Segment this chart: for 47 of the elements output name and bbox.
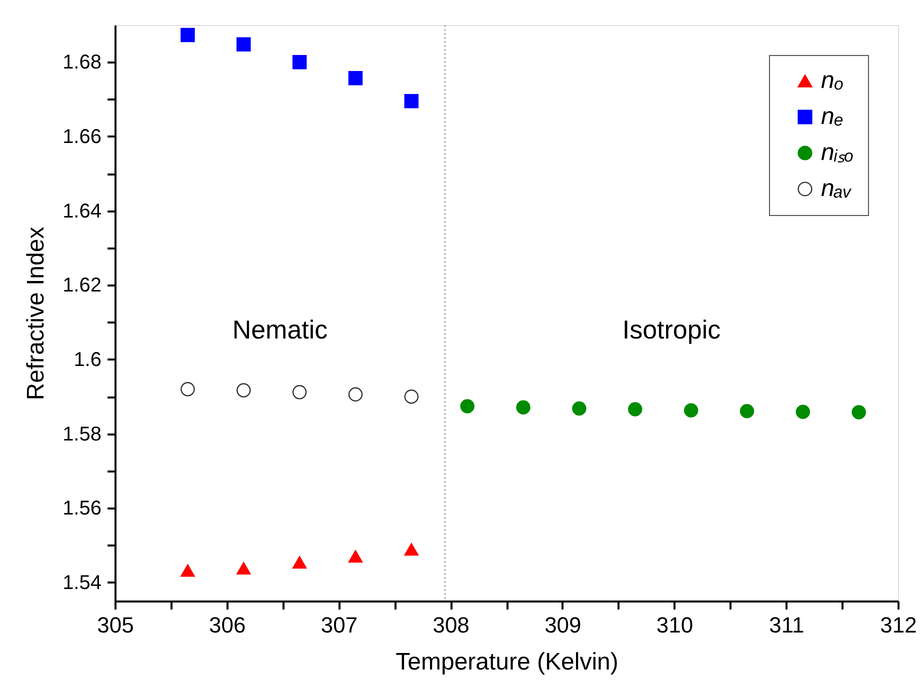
point <box>348 71 363 86</box>
legend-label: nᵢₛₒ <box>821 139 854 166</box>
point <box>236 383 251 398</box>
point <box>292 556 307 569</box>
y-tick-label: 1.56 <box>62 498 102 520</box>
x-tick-label: 305 <box>97 612 134 638</box>
point <box>180 28 195 42</box>
y-tick-label: 1.66 <box>62 126 102 148</box>
point <box>628 402 642 416</box>
point <box>796 404 810 419</box>
point <box>684 403 698 418</box>
point <box>292 385 307 400</box>
y-tick-label: 1.62 <box>62 274 102 297</box>
x-tick-label: 311 <box>769 612 804 638</box>
point <box>180 564 195 577</box>
point <box>852 405 866 420</box>
y-tick-label: 1.64 <box>62 200 102 222</box>
point <box>180 382 195 396</box>
legend-label: nₑ <box>821 103 844 130</box>
x-axis-title: Temperature (Kelvin) <box>396 648 618 676</box>
y-tick-label: 1.54 <box>62 572 102 594</box>
x-tick-label: 306 <box>209 612 246 638</box>
legend-label: nₒ <box>821 67 844 94</box>
point <box>348 387 363 402</box>
point <box>572 401 586 416</box>
point <box>404 543 419 556</box>
point <box>236 37 251 52</box>
annotation: Isotropic <box>622 314 721 344</box>
legend-label: nₐᵥ <box>821 175 852 202</box>
x-tick-label: 310 <box>656 612 694 638</box>
x-tick-label: 309 <box>544 612 582 638</box>
point <box>460 399 474 414</box>
point <box>236 562 251 575</box>
point <box>348 550 363 563</box>
x-tick-label: 307 <box>320 612 358 638</box>
y-tick-label: 1.6 <box>74 348 102 371</box>
point <box>740 404 754 418</box>
point <box>404 390 419 404</box>
y-tick-label: 1.68 <box>62 52 102 74</box>
point <box>404 94 419 108</box>
y-axis-title: Refractive Index <box>22 226 50 400</box>
x-tick-label: 312 <box>880 612 917 638</box>
point <box>292 55 307 70</box>
annotation: Nematic <box>232 314 328 344</box>
y-tick-label: 1.58 <box>62 423 102 446</box>
x-tick-label: 308 <box>432 612 470 638</box>
point <box>516 400 530 414</box>
